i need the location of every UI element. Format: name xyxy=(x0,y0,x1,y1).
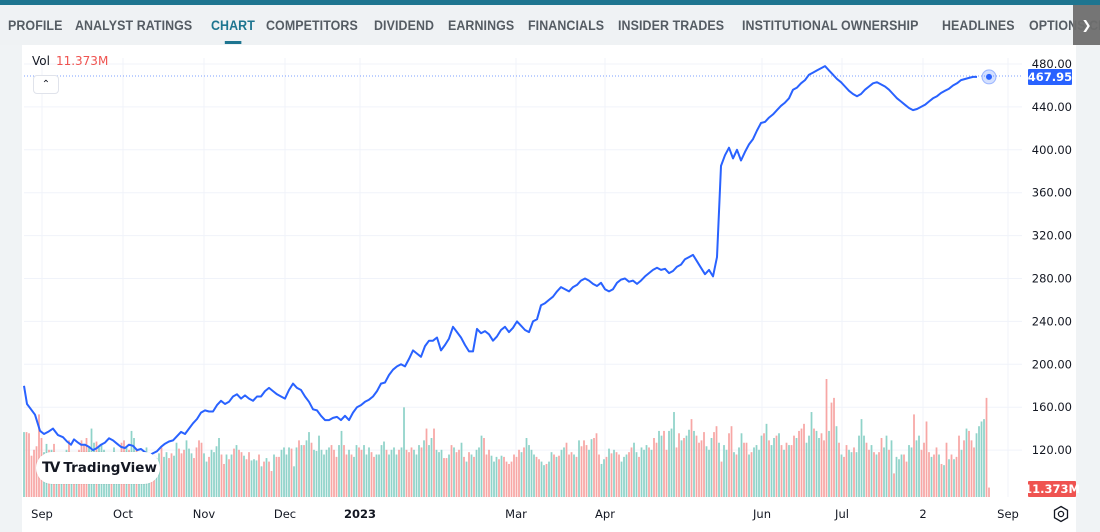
tradingview-logo[interactable]: TV TradingView xyxy=(36,452,160,484)
chart-settings-button[interactable] xyxy=(1052,505,1070,523)
tab-insider-trades[interactable]: INSIDER TRADES xyxy=(618,17,725,33)
volume-legend-value: 11.373M xyxy=(55,54,109,68)
tab-financials[interactable]: FINANCIALS xyxy=(527,17,604,33)
gear-icon xyxy=(1053,505,1069,523)
tradingview-mark-icon: TV xyxy=(42,460,60,476)
tab-headlines[interactable]: HEADLINES xyxy=(941,17,1015,33)
tab-dividend[interactable]: DIVIDEND xyxy=(374,17,435,33)
left-gutter xyxy=(0,45,22,532)
top-accent-bar xyxy=(0,0,1100,5)
tab-profile[interactable]: PROFILE xyxy=(8,17,63,33)
tab-competitors[interactable]: COMPETITORS xyxy=(266,17,359,33)
chevron-up-icon: ⌃ xyxy=(41,79,51,90)
chart-container[interactable] xyxy=(22,45,1076,532)
tab-analyst-ratings[interactable]: ANALYST RATINGS xyxy=(75,17,193,33)
right-gutter xyxy=(1076,45,1100,532)
tab-institutional-ownership[interactable]: INSTITUTIONAL OWNERSHIP xyxy=(741,17,919,33)
volume-legend: Vol 11.373M xyxy=(32,54,108,68)
tabs-scroll-right-button[interactable]: ❯ xyxy=(1073,5,1100,45)
tab-chart[interactable]: CHART xyxy=(210,17,255,44)
volume-legend-label: Vol xyxy=(32,54,50,68)
tradingview-wordmark: TradingView xyxy=(63,460,157,476)
tab-earnings[interactable]: EARNINGS xyxy=(447,17,514,33)
section-tabs: PROFILE ANALYST RATINGS CHART COMPETITORS DI… xyxy=(0,5,1100,45)
collapse-legend-button[interactable]: ⌃ xyxy=(33,75,59,94)
chevron-right-icon: ❯ xyxy=(1081,18,1092,32)
